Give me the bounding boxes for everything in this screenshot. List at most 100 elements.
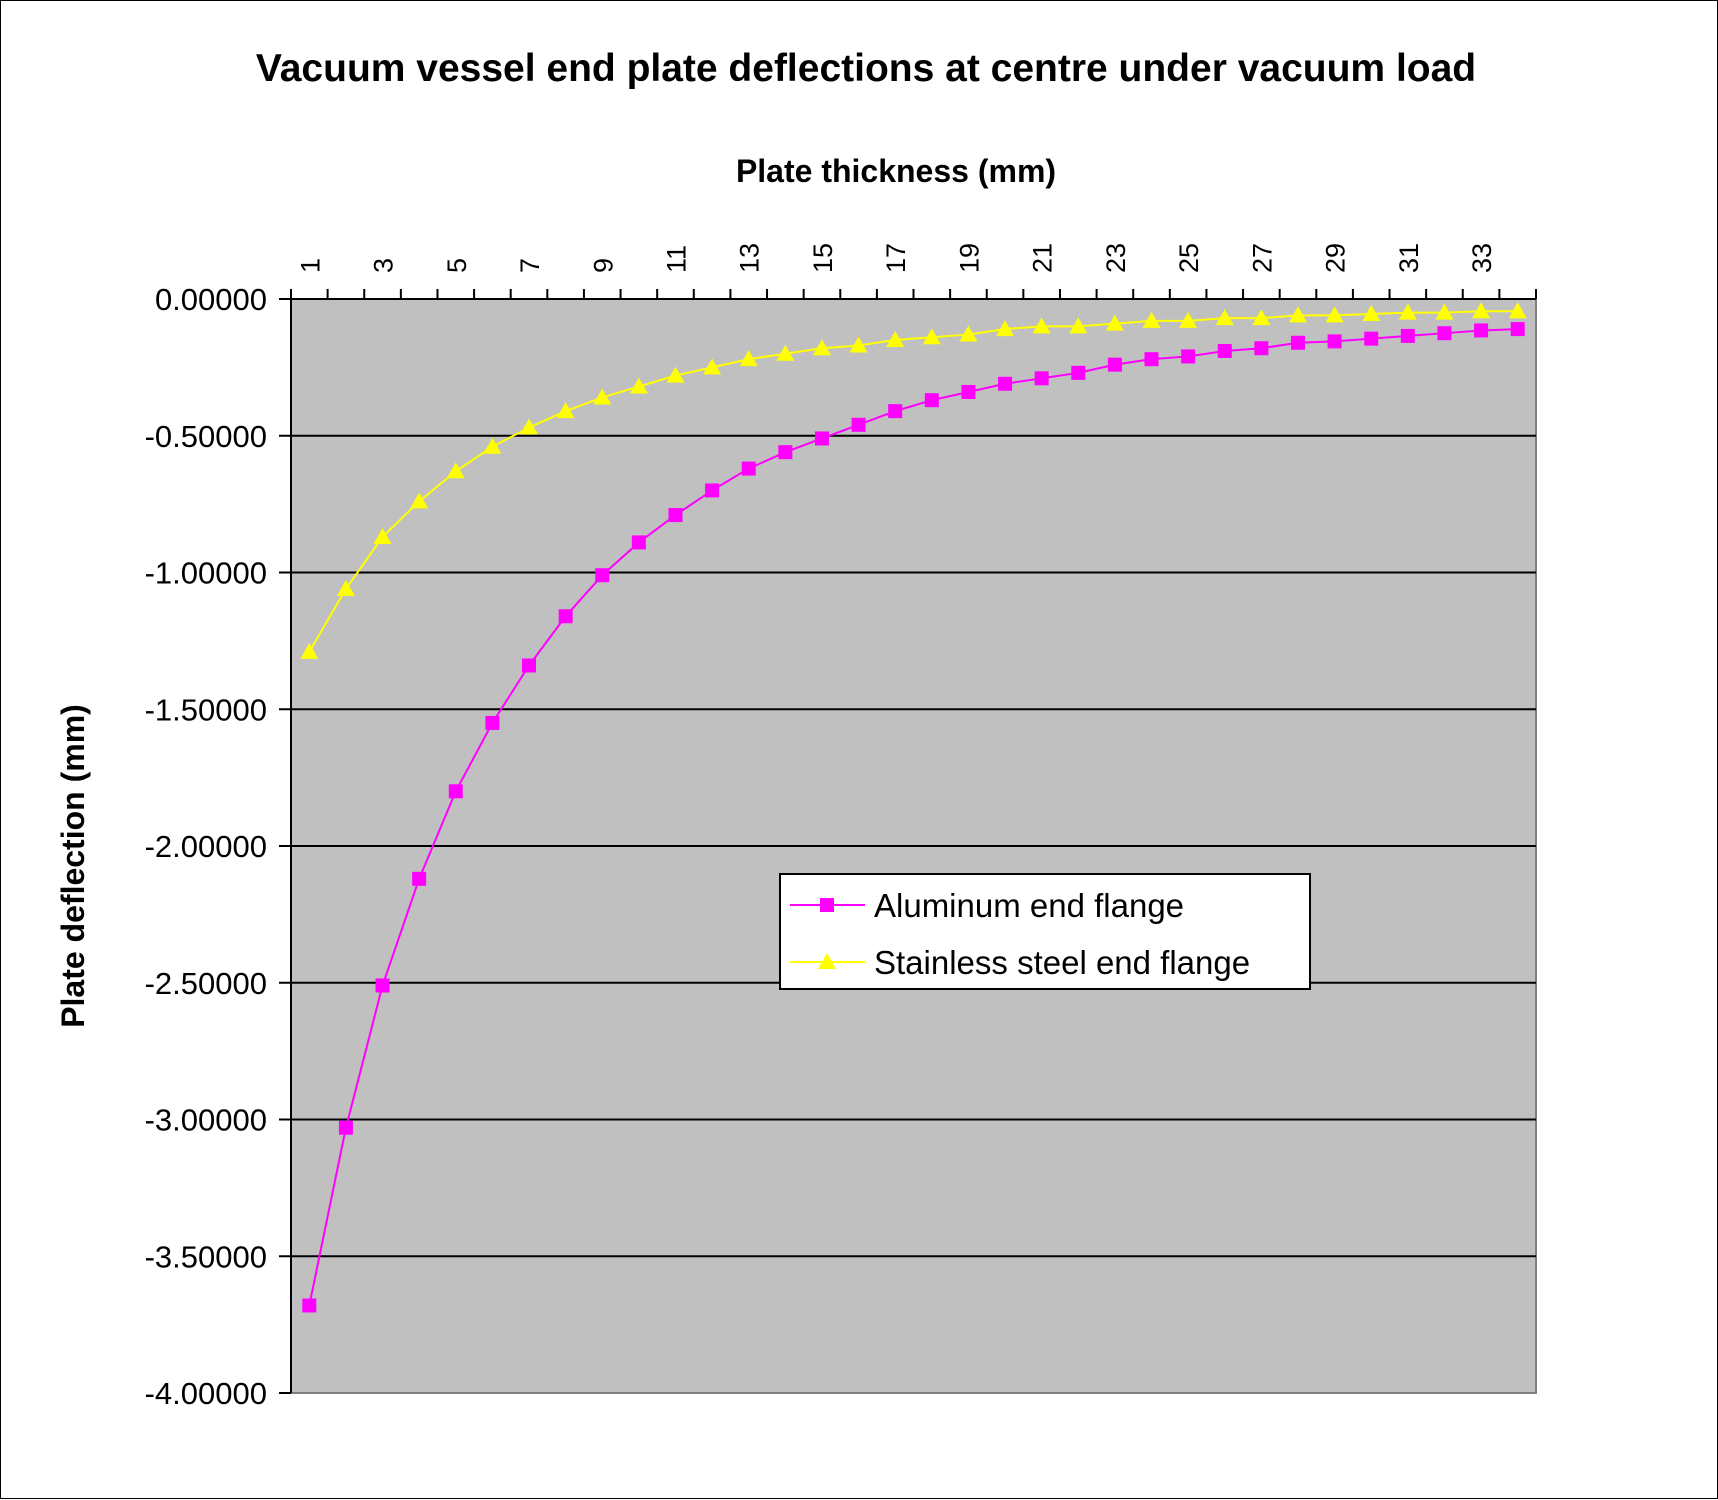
data-point	[998, 376, 1013, 391]
x-tick-label: 19	[954, 243, 984, 273]
data-point	[959, 325, 978, 342]
data-point	[448, 784, 463, 799]
data-point	[412, 871, 427, 886]
legend-box	[779, 873, 1311, 990]
data-point	[629, 377, 648, 394]
data-point	[739, 350, 758, 367]
data-point	[1071, 365, 1086, 380]
data-point	[1105, 314, 1124, 331]
x-tick-label: 1	[295, 258, 325, 273]
data-point	[812, 339, 831, 356]
data-point	[595, 568, 610, 583]
data-point	[300, 642, 319, 659]
data-point	[851, 417, 866, 432]
data-point	[522, 658, 537, 673]
data-point	[1435, 303, 1454, 320]
x-tick-label: 25	[1174, 243, 1204, 273]
data-point	[1325, 306, 1344, 323]
data-point	[1144, 352, 1159, 367]
data-point	[1217, 343, 1232, 358]
y-tick-label: -4.00000	[145, 1376, 267, 1411]
data-point	[778, 445, 793, 460]
series-line	[308, 310, 1518, 653]
data-point	[520, 418, 539, 435]
series-stainless-steel	[300, 302, 1527, 659]
data-point	[1400, 328, 1415, 343]
x-tick-label: 5	[442, 258, 472, 273]
chart-title: Vacuum vessel end plate deflections at c…	[256, 47, 1476, 90]
data-point	[375, 978, 390, 993]
data-point	[1142, 311, 1161, 328]
data-point	[485, 715, 500, 730]
y-tick-label: 0.00000	[155, 282, 267, 317]
data-point	[1290, 335, 1305, 350]
data-point	[1215, 309, 1234, 326]
y-tick-label: -2.50000	[145, 966, 267, 1001]
x-tick-label: 21	[1028, 243, 1058, 273]
data-point	[1364, 331, 1379, 346]
legend: Aluminum end flange Stainless steel end f…	[779, 873, 1311, 990]
data-point	[814, 431, 829, 446]
data-point	[1032, 317, 1051, 334]
data-point	[1252, 309, 1271, 326]
data-point	[1107, 357, 1122, 372]
y-tick-label: -3.00000	[145, 1103, 267, 1138]
legend-label: Aluminum end flange	[874, 887, 1184, 924]
y-tick-label: -1.00000	[145, 556, 267, 591]
data-point	[1069, 317, 1088, 334]
x-axis: 1 3 5 7 9 11 13 15 17 19 21 23 25 27 29 31 33	[279, 243, 1537, 300]
legend-item: Aluminum end flange	[790, 887, 1184, 924]
data-point	[1254, 341, 1269, 356]
data-point	[922, 328, 941, 345]
data-point	[338, 1120, 353, 1135]
x-tick-label: 23	[1101, 243, 1131, 273]
x-tick-label: 11	[661, 245, 691, 273]
x-tick-label: 31	[1394, 243, 1424, 273]
data-point	[888, 404, 903, 419]
data-point	[1437, 326, 1452, 341]
data-point	[336, 579, 355, 596]
data-point	[1362, 305, 1381, 322]
data-point	[849, 336, 868, 353]
x-tick-label: 7	[515, 258, 545, 273]
data-point	[666, 366, 685, 383]
x-tick-label: 9	[588, 258, 618, 273]
data-point	[741, 461, 756, 476]
series-layer	[300, 302, 1527, 1313]
data-point	[1327, 334, 1342, 349]
x-tick-label: 3	[369, 258, 399, 273]
data-point	[410, 492, 429, 509]
x-tick-label: 27	[1247, 243, 1277, 273]
data-point	[705, 483, 720, 498]
x-tick-label: 33	[1467, 243, 1497, 273]
x-tick-label: 15	[808, 243, 838, 273]
data-point	[593, 388, 612, 405]
data-point	[1508, 302, 1527, 319]
data-point	[668, 508, 683, 523]
y-tick-label: -3.50000	[145, 1239, 267, 1274]
data-point	[961, 384, 976, 399]
legend-marker	[818, 953, 836, 969]
data-point	[776, 344, 795, 361]
data-point	[886, 331, 905, 348]
data-point	[703, 358, 722, 375]
x-tick-label: 17	[881, 243, 911, 273]
data-point	[1510, 322, 1525, 337]
y-tick-label: -1.50000	[145, 692, 267, 727]
x-axis-title: Plate thickness (mm)	[736, 153, 1056, 189]
data-point	[483, 437, 502, 454]
data-point	[996, 320, 1015, 337]
data-point	[446, 462, 465, 479]
data-point	[1474, 323, 1489, 338]
series-line	[308, 328, 1518, 1306]
data-point	[1398, 303, 1417, 320]
data-point	[631, 535, 646, 550]
y-tick-label: -2.00000	[145, 829, 267, 864]
legend-marker	[820, 898, 834, 912]
legend-item: Stainless steel end flange	[790, 944, 1250, 981]
x-tick-label: 29	[1321, 243, 1351, 273]
data-point	[373, 527, 392, 544]
data-point	[302, 1298, 317, 1313]
